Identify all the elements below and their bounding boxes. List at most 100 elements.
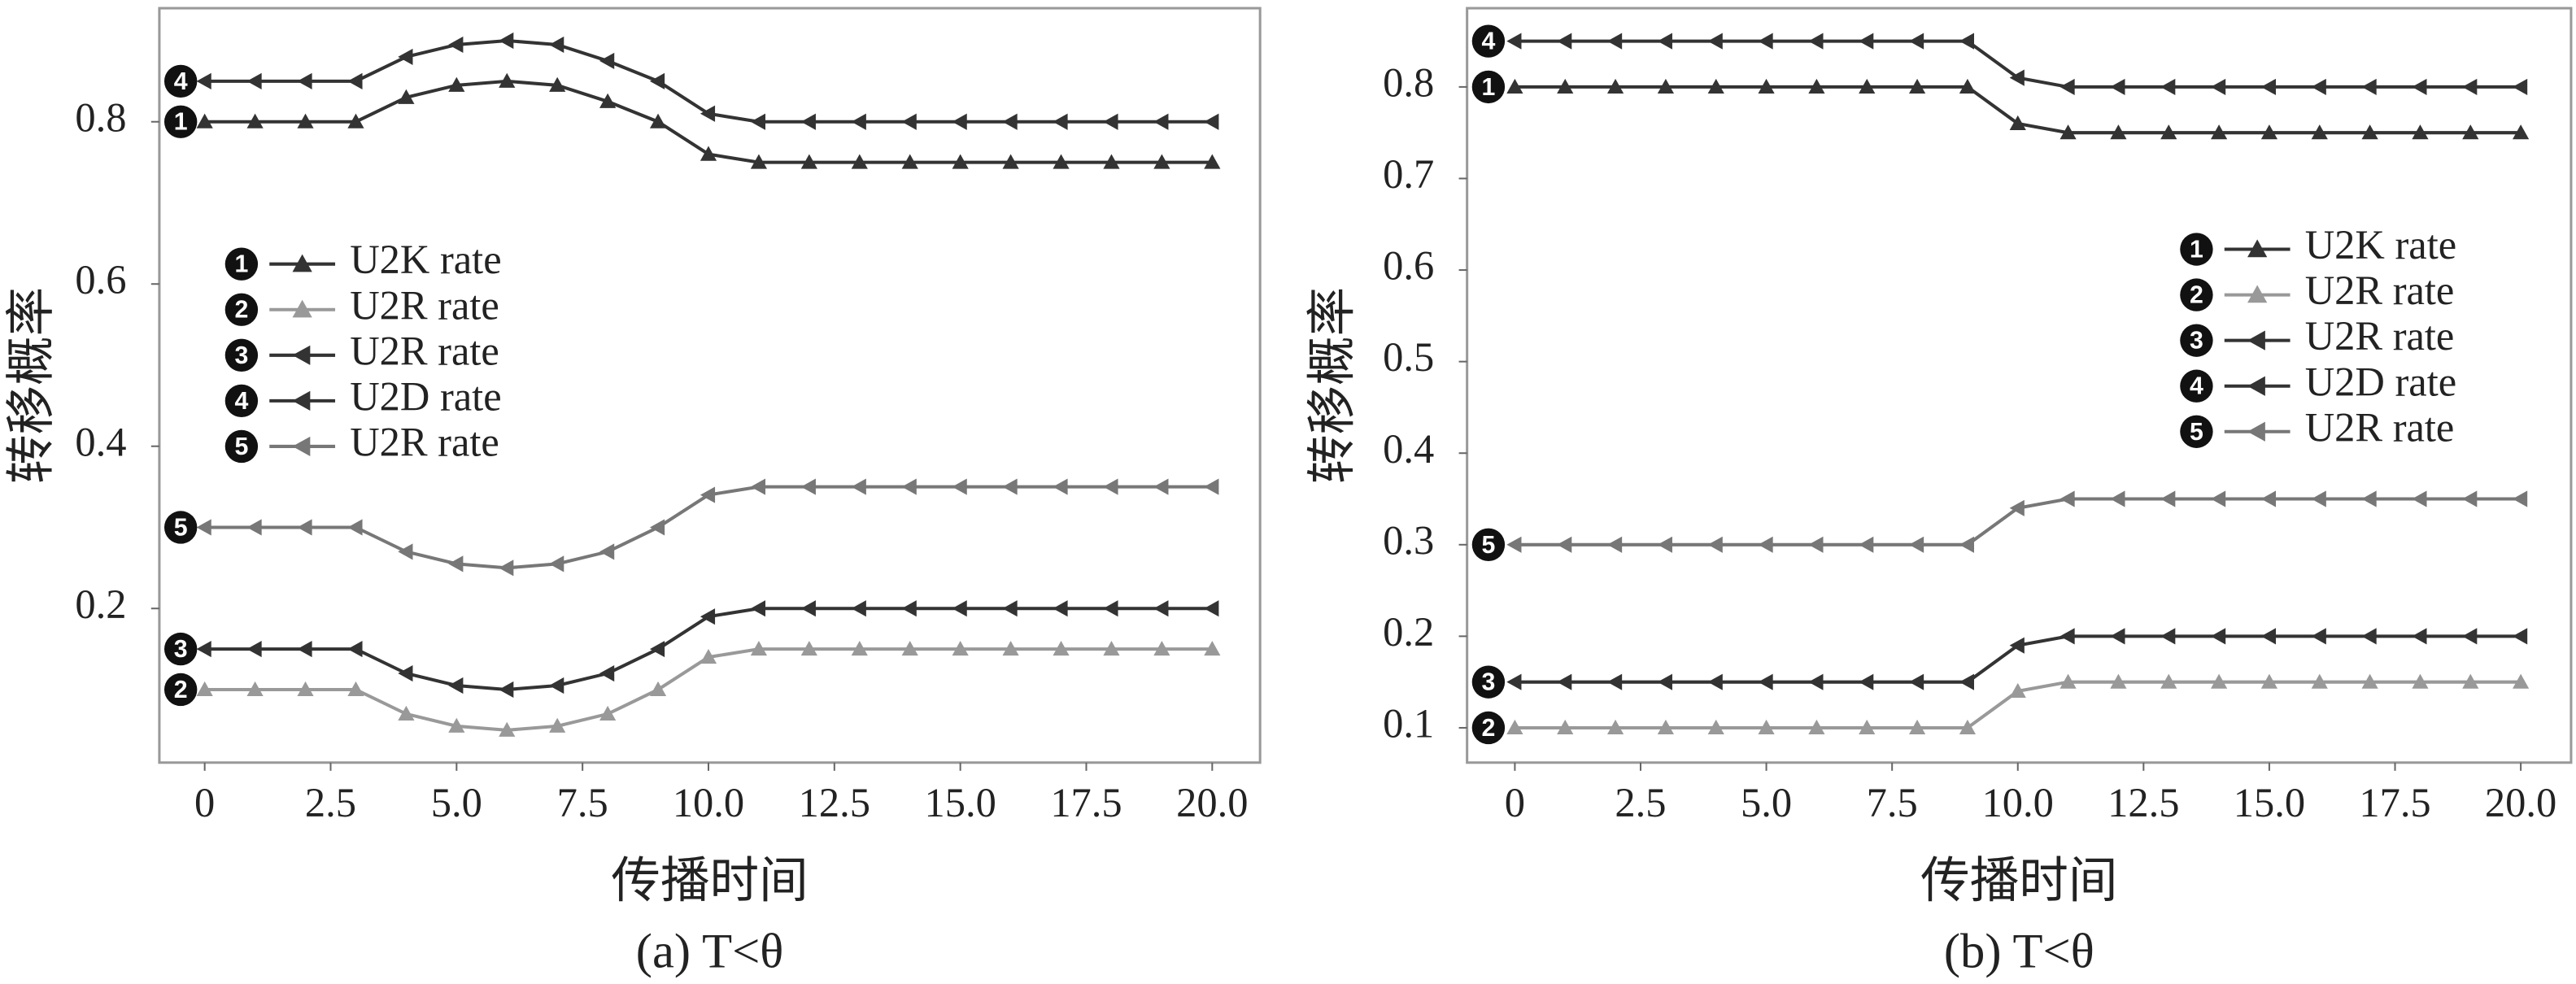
legend-marker <box>2247 330 2265 350</box>
legend-label: U2R rate <box>2305 268 2455 313</box>
badge-circle <box>1471 665 1506 699</box>
y-tick-label: 0.3 <box>1383 517 1434 563</box>
point-marker <box>1103 113 1118 130</box>
point-marker <box>750 154 768 169</box>
badge-circle <box>1471 70 1506 104</box>
point-marker <box>2260 124 2278 140</box>
point-marker <box>2009 637 2025 654</box>
point-marker <box>1153 641 1170 656</box>
x-tick-label: 15.0 <box>2234 780 2305 825</box>
point-marker <box>246 641 262 658</box>
point-marker <box>1808 33 1824 50</box>
x-tick-label: 5.0 <box>431 780 482 825</box>
x-tick-label: 15.0 <box>924 780 996 825</box>
point-marker <box>1002 154 1019 169</box>
point-marker <box>2110 490 2125 507</box>
point-marker <box>1002 641 1019 656</box>
point-marker <box>700 648 717 664</box>
point-marker <box>196 72 211 89</box>
point-marker <box>851 478 866 495</box>
point-marker <box>1808 673 1824 690</box>
point-marker <box>196 113 213 128</box>
point-marker <box>1908 78 1926 94</box>
point-marker <box>398 48 413 66</box>
point-marker <box>2210 673 2228 689</box>
legend-marker <box>292 345 311 365</box>
point-marker <box>297 641 312 658</box>
point-marker <box>1908 719 1926 735</box>
point-marker <box>649 519 665 536</box>
badge-label: 4 <box>174 68 188 95</box>
legend-marker <box>2247 421 2265 442</box>
x-tick-label: 7.5 <box>1867 780 1918 825</box>
badge-circle <box>224 429 259 464</box>
point-marker <box>750 478 766 495</box>
point-marker <box>1053 154 1070 169</box>
point-marker <box>2462 628 2478 645</box>
badge-label: 5 <box>1481 532 1495 559</box>
point-marker <box>2059 673 2077 689</box>
point-marker <box>1204 154 1221 169</box>
point-marker <box>2110 628 2125 645</box>
point-marker <box>448 76 465 92</box>
point-marker <box>1707 33 1723 50</box>
badge-label: 4 <box>2190 373 2203 400</box>
x-tick-label: 0 <box>1505 780 1525 825</box>
plot-frame <box>158 7 1262 764</box>
point-marker <box>196 681 213 697</box>
point-marker <box>2462 673 2479 689</box>
point-marker <box>1103 600 1118 617</box>
point-marker <box>448 717 465 733</box>
point-marker <box>1606 33 1623 50</box>
point-marker <box>1103 641 1120 656</box>
point-marker <box>2462 124 2479 140</box>
badge-circle <box>2180 233 2213 266</box>
x-tick-label: 12.5 <box>2107 780 2179 825</box>
point-marker <box>1557 536 1572 553</box>
point-marker <box>1606 719 1624 735</box>
point-marker <box>750 600 766 617</box>
point-marker <box>901 641 918 656</box>
point-marker <box>1153 154 1170 169</box>
point-marker <box>1002 113 1018 130</box>
badge-circle <box>224 384 259 418</box>
badge-circle <box>224 247 259 281</box>
y-tick-label: 0.5 <box>1383 334 1434 380</box>
point-marker <box>2311 490 2326 507</box>
badge-circle <box>163 632 198 666</box>
point-marker <box>2009 499 2025 516</box>
y-tick-label: 0.8 <box>1383 60 1434 106</box>
point-marker <box>1606 78 1624 94</box>
x-tick-label: 5.0 <box>1741 780 1792 825</box>
x-axis-label: 传播时间 <box>1920 854 2117 908</box>
point-marker <box>2059 78 2075 95</box>
point-marker <box>499 721 516 737</box>
x-tick-label: 17.5 <box>1050 780 1122 825</box>
point-marker <box>1153 600 1169 617</box>
point-marker <box>1959 78 1977 94</box>
x-tick-label: 17.5 <box>2359 780 2430 825</box>
point-marker <box>1053 113 1068 130</box>
point-marker <box>2311 628 2326 645</box>
point-marker <box>246 113 264 128</box>
point-marker <box>2412 124 2429 140</box>
legend-label: U2K rate <box>2305 222 2456 268</box>
point-marker <box>2110 124 2127 140</box>
point-marker <box>2361 124 2378 140</box>
caption: (b) T<θ <box>1944 925 2094 979</box>
point-marker <box>297 519 312 536</box>
point-marker <box>549 36 564 54</box>
point-marker <box>2009 115 2026 131</box>
point-marker <box>952 113 967 130</box>
point-marker <box>1707 719 1724 735</box>
point-marker <box>499 681 514 699</box>
point-marker <box>750 641 768 656</box>
point-marker <box>549 76 566 92</box>
point-marker <box>1758 673 1773 690</box>
point-marker <box>1506 78 1523 94</box>
point-marker <box>1859 33 1874 50</box>
x-tick-label: 7.5 <box>557 780 608 825</box>
legend-label: U2K rate <box>350 237 501 282</box>
point-marker <box>246 681 264 697</box>
